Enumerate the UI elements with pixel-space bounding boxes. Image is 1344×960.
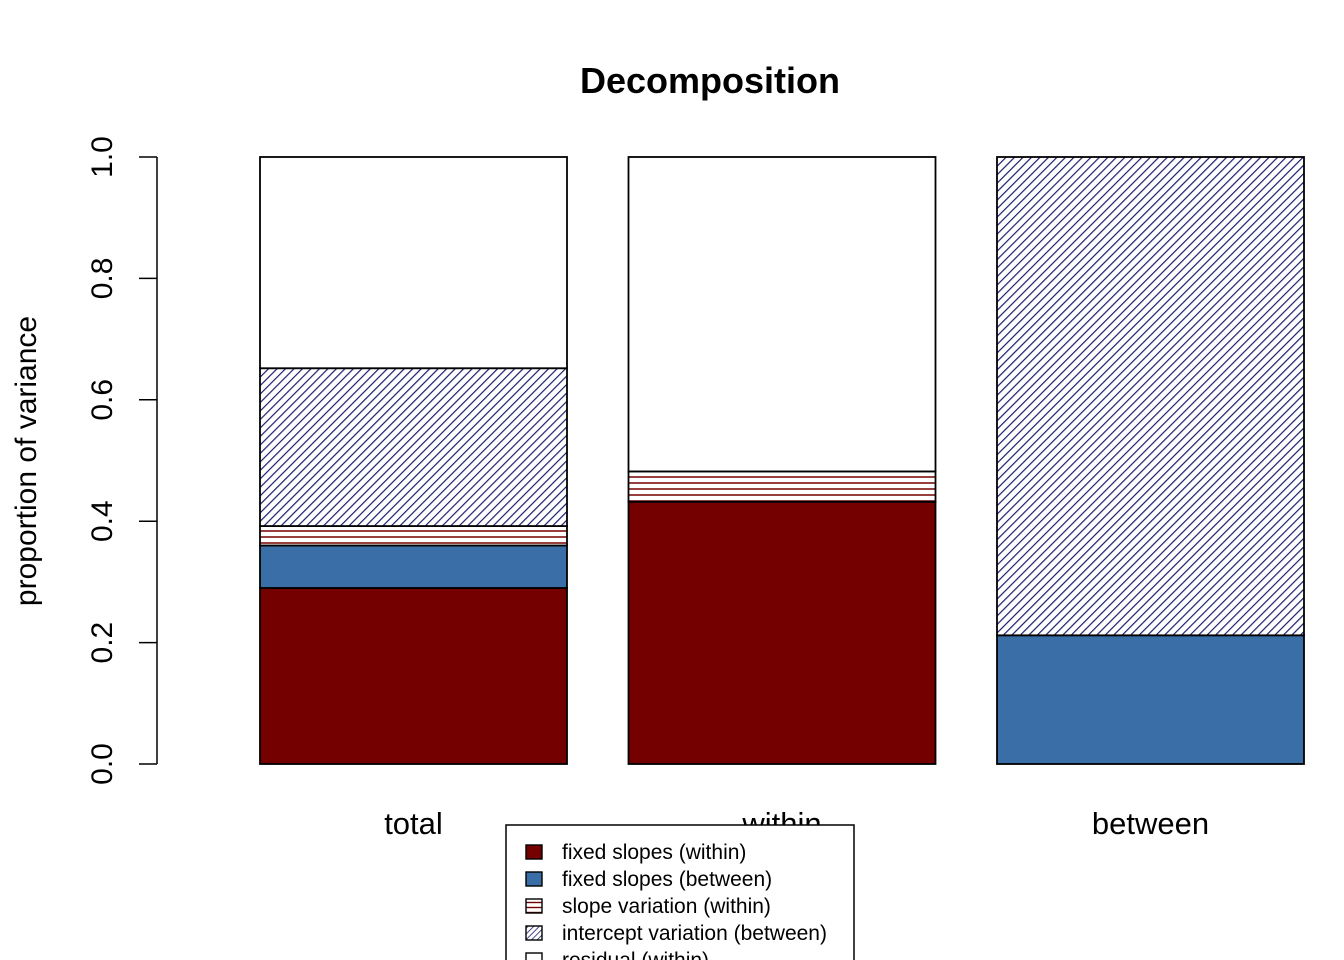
bar-segment-within-4 (627, 156, 937, 473)
y-axis: 0.0 0.2 0.4 0.6 0.8 1.0 (86, 136, 158, 785)
bar-segment-between-3 (996, 156, 1305, 637)
bar-segment-total-3 (259, 367, 568, 527)
y-axis-label: proportion of variance (10, 316, 43, 606)
y-tick-label: 1.0 (86, 136, 119, 178)
legend-label-3: intercept variation (between) (562, 922, 827, 945)
legend-label-4: residual (within) (562, 949, 709, 960)
category-label-total: total (384, 806, 443, 841)
bar-segment-within-0 (627, 500, 937, 765)
chart-title: Decomposition (580, 60, 840, 101)
y-tick-label: 0.6 (86, 379, 119, 421)
bar-segment-total-0 (259, 587, 568, 765)
bar-segment-total-1 (259, 544, 568, 589)
y-tick-label: 0.4 (86, 500, 119, 542)
legend-box (505, 824, 855, 960)
legend-swatch-2 (525, 898, 543, 914)
bar-segment-total-2 (259, 525, 568, 547)
category-label-between: between (1092, 806, 1209, 841)
y-tick-label: 0.8 (86, 258, 119, 300)
y-tick-label: 0.2 (86, 622, 119, 664)
bar-segment-between-1 (996, 634, 1305, 765)
legend-swatch-1 (525, 871, 543, 887)
bars (259, 156, 1305, 765)
y-tick-label: 0.0 (86, 743, 119, 785)
bar-segment-total-4 (259, 156, 568, 370)
legend-label-1: fixed slopes (between) (562, 868, 772, 891)
legend: fixed slopes (within) fixed slopes (betwe… (505, 824, 855, 960)
bar-segment-within-2 (627, 470, 937, 503)
legend-swatch-0 (525, 844, 543, 860)
legend-label-0: fixed slopes (within) (562, 841, 746, 864)
legend-swatch-3 (525, 925, 543, 941)
legend-label-2: slope variation (within) (562, 895, 771, 918)
legend-swatch-4 (525, 952, 543, 960)
